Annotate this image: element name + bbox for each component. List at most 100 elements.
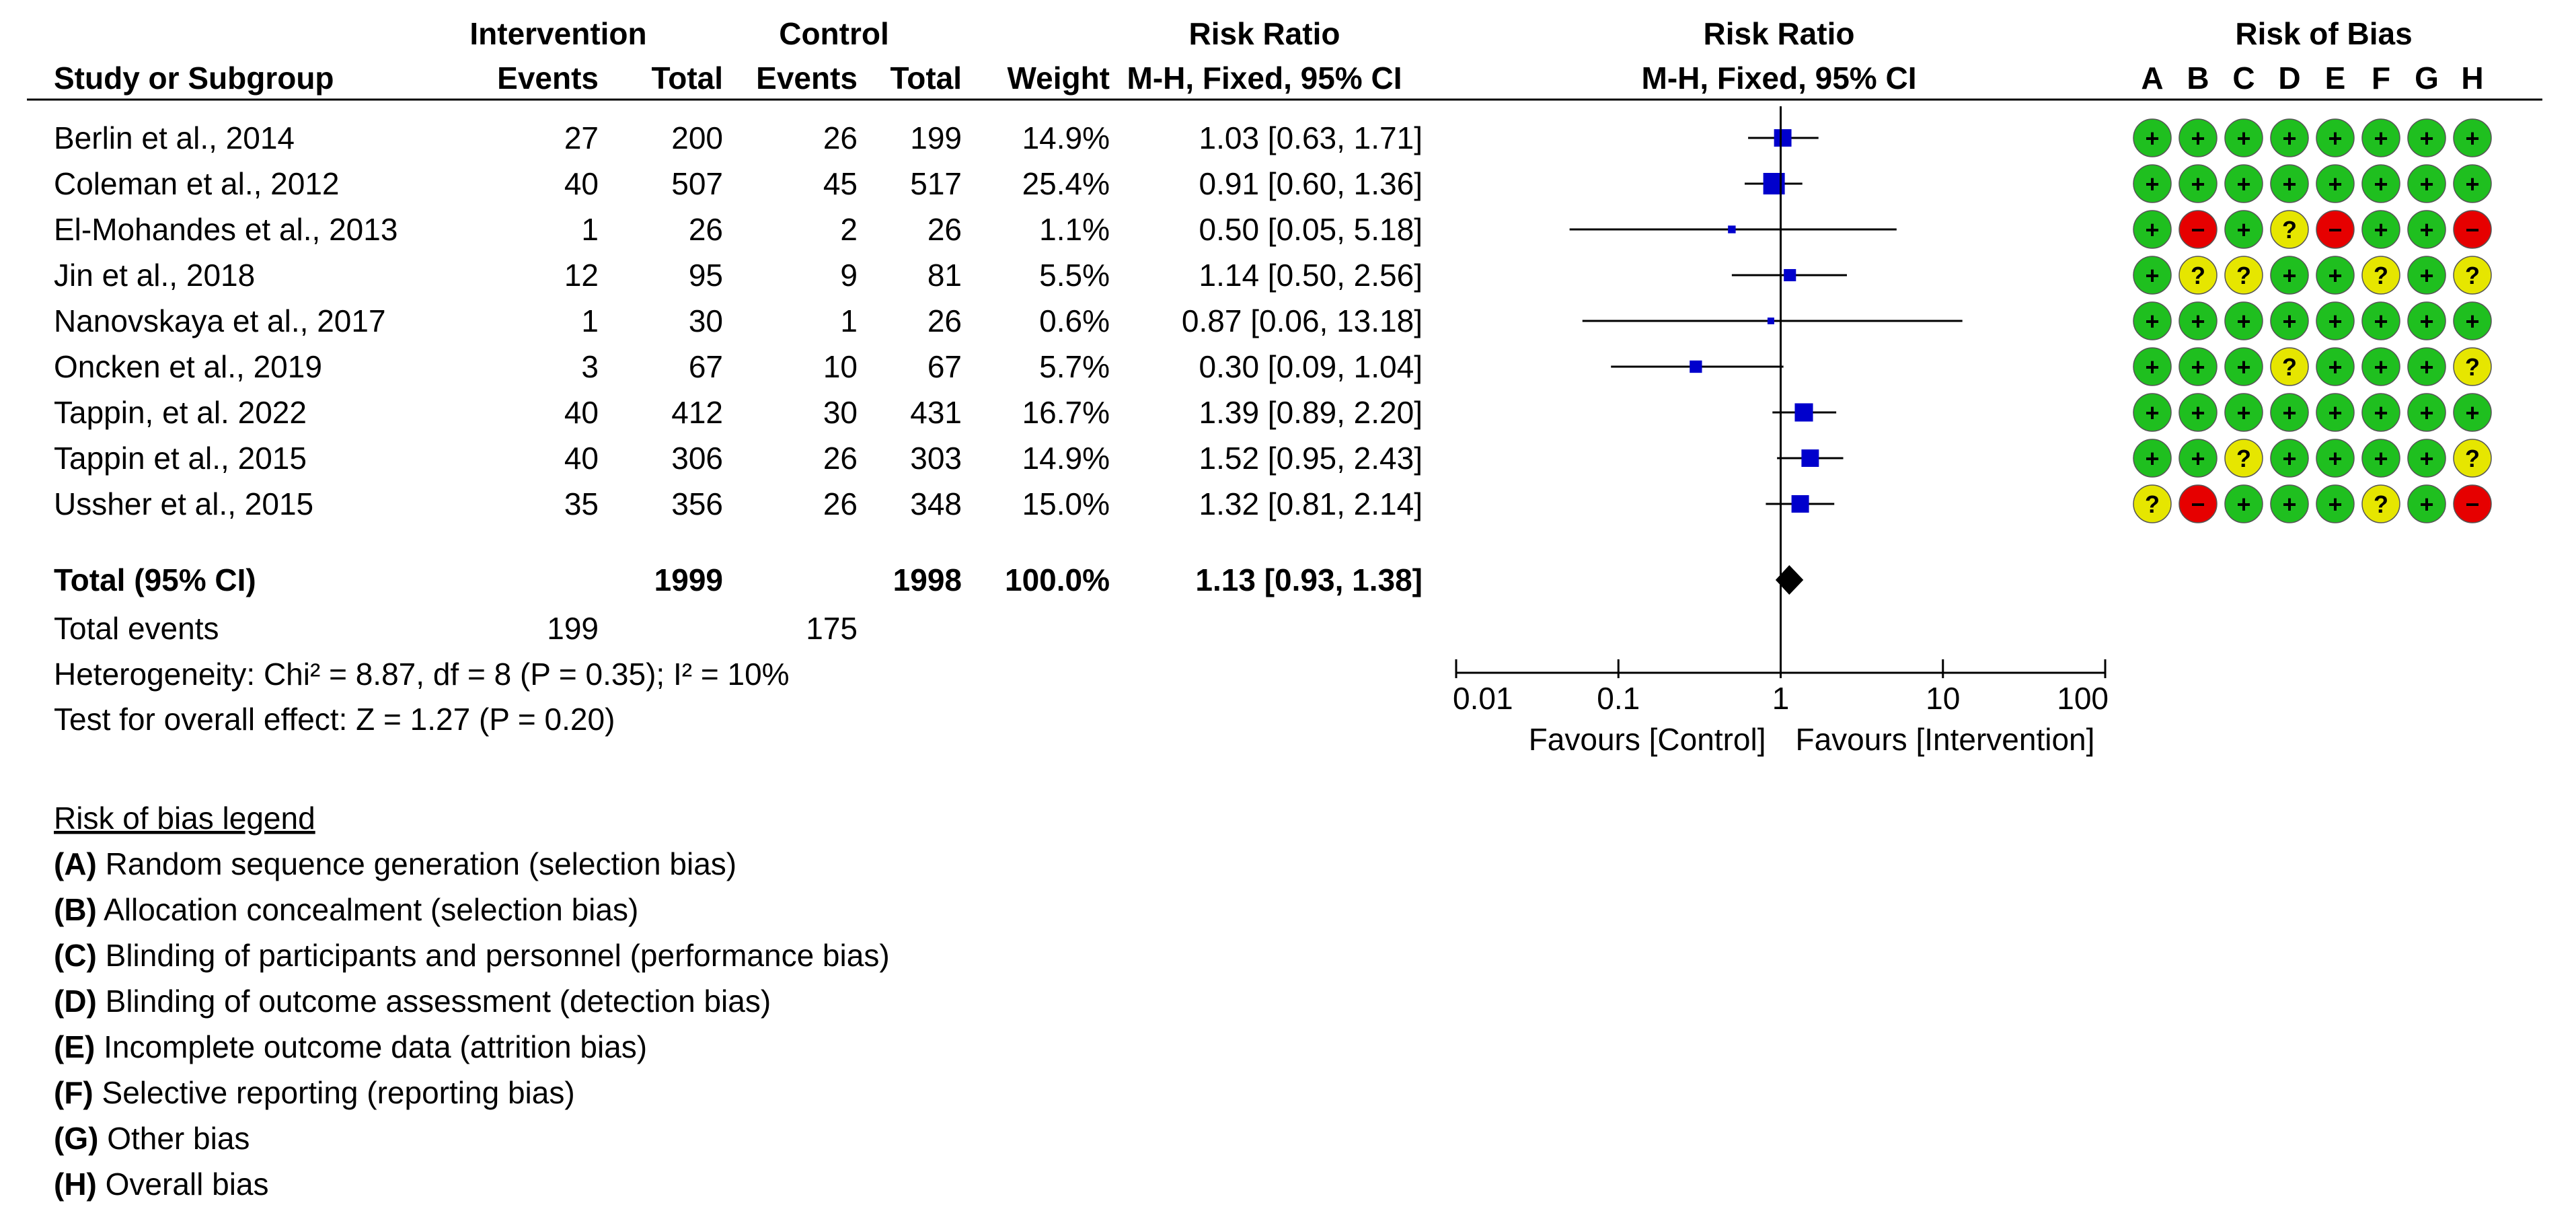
legend-title: Risk of bias legend [54, 801, 315, 836]
rob-symbol: + [2282, 490, 2296, 518]
rob-circle-high [2179, 210, 2218, 249]
rob-symbol: + [2465, 170, 2479, 198]
study-name: Ussher et al., 2015 [54, 486, 313, 521]
point-estimate [1801, 449, 1819, 467]
rob-circle-low [2361, 347, 2400, 386]
int-total: 507 [671, 166, 723, 201]
rob-symbol: − [2191, 490, 2205, 518]
weight: 25.4% [1022, 166, 1110, 201]
rob-symbol: ? [2191, 262, 2205, 289]
legend-item: (C) Blinding of participants and personn… [54, 938, 890, 973]
rob-circle-low [2133, 118, 2172, 157]
rob-circle-low [2224, 164, 2263, 203]
legend-item: (F) Selective reporting (reporting bias) [54, 1075, 575, 1110]
rob-circle-low [2179, 439, 2218, 478]
legend-item: (A) Random sequence generation (selectio… [54, 846, 736, 881]
rob-symbol: + [2145, 262, 2159, 289]
rob-letter-G: G [2415, 61, 2439, 96]
ctrl-events: 45 [823, 166, 858, 201]
total-ctrl-total: 1998 [893, 562, 962, 597]
rob-circle-low [2361, 393, 2400, 432]
ctrl-events: 26 [823, 441, 858, 476]
rob-symbol: + [2465, 399, 2479, 427]
risk-ratio-ci: 0.30 [0.09, 1.04] [1199, 349, 1423, 384]
rob-symbol: − [2465, 490, 2479, 518]
rob-symbol: + [2374, 124, 2388, 152]
rob-circle-unclear [2361, 256, 2400, 295]
weight: 15.0% [1022, 486, 1110, 521]
risk-ratio-ci: 1.52 [0.95, 2.43] [1199, 441, 1423, 476]
rob-symbol: + [2465, 307, 2479, 335]
rob-circle-high [2316, 210, 2355, 249]
rob-symbol: ? [2236, 262, 2251, 289]
legend-text: Other bias [98, 1121, 250, 1156]
study-name: El-Mohandes et al., 2013 [54, 212, 397, 247]
rob-symbol: + [2236, 490, 2250, 518]
study-name: Berlin et al., 2014 [54, 120, 295, 155]
rob-circle-high [2453, 484, 2492, 523]
rob-symbol: ? [2465, 445, 2480, 472]
rob-circle-low [2270, 484, 2309, 523]
risk-of-bias-legend: Risk of bias legend (A) Random sequence g… [54, 801, 890, 1202]
rob-symbol: + [2236, 353, 2250, 381]
rob-symbol: + [2419, 490, 2433, 518]
ctrl-events: 30 [823, 395, 858, 430]
legend-text: Random sequence generation (selection bi… [97, 846, 736, 881]
rob-circle-low [2133, 210, 2172, 249]
legend-letter: (C) [54, 938, 97, 973]
ctrl-events: 2 [840, 212, 858, 247]
rob-symbol: − [2191, 216, 2205, 244]
rob-symbol: + [2282, 307, 2296, 335]
ctrl-events: 26 [823, 486, 858, 521]
point-estimate [1728, 225, 1736, 233]
int-events: 40 [564, 166, 599, 201]
ctrl-total: 81 [927, 258, 962, 293]
rob-symbol: + [2145, 353, 2159, 381]
ctrl-total: 199 [910, 120, 962, 155]
rob-symbol: + [2282, 170, 2296, 198]
rob-symbol: + [2419, 216, 2433, 244]
study-name: Jin et al., 2018 [54, 258, 255, 293]
rob-symbol: ? [2236, 445, 2251, 472]
rob-symbol: + [2282, 399, 2296, 427]
rob-symbol: + [2328, 262, 2342, 289]
rob-symbol: + [2374, 399, 2388, 427]
rob-letter-A: A [2141, 61, 2163, 96]
int-events: 1 [581, 303, 599, 338]
rob-symbol: − [2465, 216, 2479, 244]
rob-circle-low [2316, 484, 2355, 523]
x-tick-label: 10 [1926, 681, 1960, 716]
point-estimate [1784, 268, 1796, 282]
rob-symbol: + [2419, 445, 2433, 472]
header-control: Control [779, 16, 889, 51]
rob-symbol: + [2465, 124, 2479, 152]
rob-symbol: ? [2282, 353, 2297, 381]
legend-item: (H) Overall bias [54, 1167, 269, 1202]
rob-circle-low [2133, 439, 2172, 478]
legend-letter: (B) [54, 892, 97, 927]
weight: 16.7% [1022, 395, 1110, 430]
rob-symbol: + [2145, 445, 2159, 472]
legend-text: Blinding of outcome assessment (detectio… [97, 984, 771, 1019]
rob-circle-low [2133, 164, 2172, 203]
legend-letter: (F) [54, 1075, 93, 1110]
int-events: 12 [564, 258, 599, 293]
rob-symbol: ? [2465, 262, 2480, 289]
risk-ratio-ci: 0.91 [0.60, 1.36] [1199, 166, 1423, 201]
rob-circle-low [2407, 164, 2446, 203]
total-diamond [1775, 565, 1804, 595]
rob-symbol: + [2419, 262, 2433, 289]
rob-symbol: + [2145, 170, 2159, 198]
rob-symbol: ? [2282, 216, 2297, 244]
rob-symbol: ? [2145, 490, 2160, 518]
int-total: 26 [689, 212, 723, 247]
x-tick-label: 1 [1772, 681, 1790, 716]
rob-circle-low [2453, 393, 2492, 432]
header-int-total: Total [652, 61, 723, 96]
rob-symbol: + [2145, 307, 2159, 335]
risk-ratio-ci: 1.03 [0.63, 1.71] [1199, 120, 1423, 155]
rob-symbol: + [2328, 399, 2342, 427]
rob-symbol: + [2374, 445, 2388, 472]
rob-circle-low [2316, 301, 2355, 340]
